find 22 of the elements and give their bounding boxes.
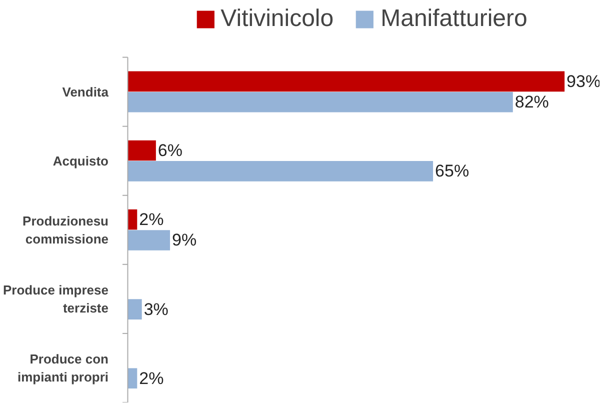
bar (128, 161, 434, 182)
bar (128, 92, 513, 112)
bar (128, 140, 156, 161)
y-tick-label: Produzionesu commissione (22, 213, 109, 246)
data-label: 2% (139, 368, 164, 388)
y-tick-label: Vendita (62, 84, 110, 100)
bar (128, 230, 170, 250)
bar (128, 299, 142, 320)
data-label: 65% (435, 162, 470, 181)
data-label: 82% (514, 92, 549, 112)
legend-label: Manifatturiero (380, 5, 528, 33)
bar (128, 71, 565, 92)
y-tick-label: Produce imprese terziste (3, 282, 109, 316)
data-label: 9% (172, 230, 197, 250)
bar (128, 368, 138, 388)
y-tick-label: Acquisto (52, 153, 109, 168)
data-label: 2% (139, 210, 164, 230)
bar (128, 209, 138, 230)
legend-label: Vitivinicolo (220, 5, 334, 33)
data-label: 6% (158, 140, 182, 160)
y-tick-label: Produce con impianti propri (18, 351, 109, 384)
data-label: 3% (144, 300, 168, 319)
